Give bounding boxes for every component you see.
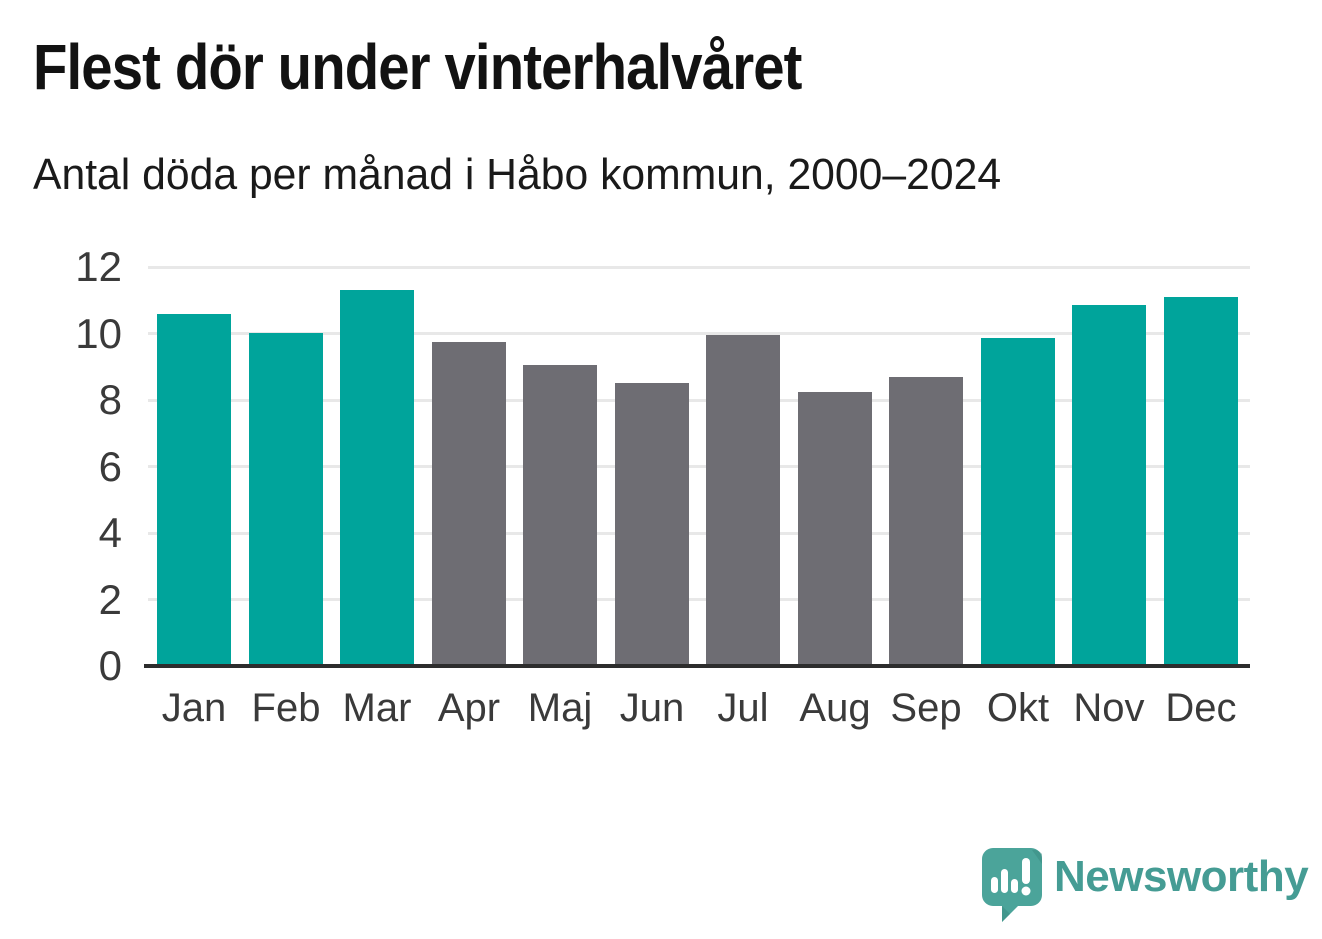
gridline-y4: [148, 532, 1250, 535]
x-tick-label-nov: Nov: [1073, 686, 1145, 730]
bar-maj: [523, 365, 597, 666]
x-tick-label-feb: Feb: [251, 686, 321, 730]
chart-subtitle: Antal döda per månad i Håbo kommun, 2000…: [33, 150, 1002, 199]
x-tick-label-jan: Jan: [161, 686, 227, 730]
x-tick-label-mar: Mar: [342, 686, 412, 730]
x-tick-label-maj: Maj: [527, 686, 593, 730]
bar-nov: [1072, 305, 1146, 666]
x-axis-baseline: [144, 664, 1250, 668]
bar-okt: [981, 338, 1055, 666]
y-tick-label-10: 10: [75, 310, 122, 357]
gridline-y2: [148, 598, 1250, 601]
y-tick-label-12: 12: [75, 243, 122, 290]
y-tick-label-4: 4: [98, 509, 122, 556]
x-tick-label-aug: Aug: [799, 686, 871, 730]
bar-jun: [615, 383, 689, 666]
gridline-y8: [148, 399, 1250, 402]
bar-apr: [432, 342, 506, 666]
x-tick-label-apr: Apr: [437, 686, 501, 730]
newsworthy-logo: Newsworthy: [980, 846, 1309, 924]
x-tick-label-jul: Jul: [717, 686, 769, 730]
x-tick-label-dec: Dec: [1165, 686, 1237, 730]
chart-title: Flest dör under vinterhalvåret: [33, 31, 802, 103]
y-tick-label-0: 0: [98, 642, 122, 689]
y-tick-label-8: 8: [98, 376, 122, 423]
bar-feb: [249, 333, 323, 666]
x-tick-label-okt: Okt: [986, 686, 1050, 730]
bar-jul: [706, 335, 780, 666]
gridline-y6: [148, 465, 1250, 468]
bar-sep: [889, 377, 963, 666]
bar-aug: [798, 392, 872, 666]
bar-dec: [1164, 297, 1238, 666]
y-tick-label-6: 6: [98, 443, 122, 490]
gridline-y10: [148, 332, 1250, 335]
x-tick-label-sep: Sep: [890, 686, 962, 730]
gridline-y12: [148, 266, 1250, 269]
bar-mar: [340, 290, 414, 666]
x-tick-label-jun: Jun: [619, 686, 685, 730]
newsworthy-speech-bubble-chart-icon: [982, 848, 1042, 922]
bar-jan: [157, 314, 231, 666]
y-tick-label-2: 2: [98, 576, 122, 623]
newsworthy-wordmark: Newsworthy: [1054, 852, 1309, 901]
